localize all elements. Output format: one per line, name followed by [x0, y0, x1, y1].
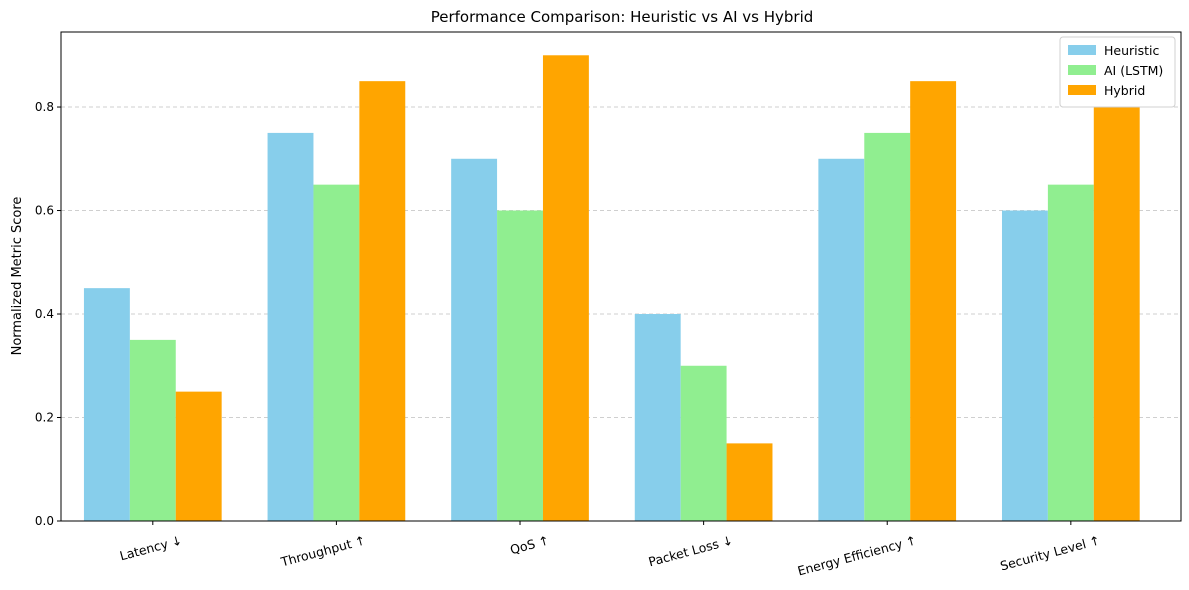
legend-swatch [1068, 85, 1096, 95]
bar [864, 132, 911, 521]
bar [1047, 184, 1094, 521]
bar [83, 288, 130, 521]
grid-lines [61, 106, 1181, 418]
y-tick-label: 0.0 [35, 514, 54, 528]
x-tick-label: Latency ↓ [118, 532, 184, 563]
x-axis-ticks: Latency ↓ Throughput ↑ QoS ↑ Packet Loss ↓ E… [118, 521, 1102, 579]
bar [313, 184, 360, 521]
legend: Heuristic AI (LSTM) Hybrid [1059, 36, 1176, 108]
bar [175, 391, 222, 521]
bar [818, 158, 865, 521]
y-axis-label: Normalized Metric Score [10, 197, 25, 356]
y-axis-ticks: 0.0 0.2 0.4 0.6 0.8 [35, 100, 61, 528]
y-tick-label: 0.2 [35, 411, 54, 425]
bar [910, 81, 957, 522]
bars-group [83, 55, 1140, 522]
y-tick-label: 0.6 [35, 204, 54, 218]
legend-label: Hybrid [1104, 83, 1145, 98]
legend-label: AI (LSTM) [1104, 63, 1163, 78]
x-tick-label: Energy Efficiency ↑ [796, 532, 918, 578]
bar [542, 55, 589, 522]
legend-swatch [1068, 65, 1096, 75]
x-tick-label: Packet Loss ↓ [647, 532, 735, 569]
x-tick-label: QoS ↑ [508, 532, 550, 557]
bar [497, 210, 543, 521]
bar [634, 314, 681, 521]
bar [267, 132, 314, 521]
bar [680, 365, 727, 521]
bar [1093, 107, 1140, 522]
bar [1001, 210, 1048, 521]
bar [726, 443, 773, 521]
bar [451, 158, 498, 521]
plot-frame [60, 31, 1182, 522]
legend-swatch [1068, 45, 1096, 55]
chart-title: Performance Comparison: Heuristic vs AI … [431, 8, 814, 26]
x-tick-label: Security Level ↑ [998, 532, 1101, 573]
bar [129, 339, 176, 521]
y-tick-label: 0.4 [35, 307, 54, 321]
legend-label: Heuristic [1104, 43, 1160, 58]
x-tick-label: Throughput ↑ [278, 532, 367, 569]
y-tick-label: 0.8 [35, 100, 54, 114]
bar [359, 81, 406, 522]
